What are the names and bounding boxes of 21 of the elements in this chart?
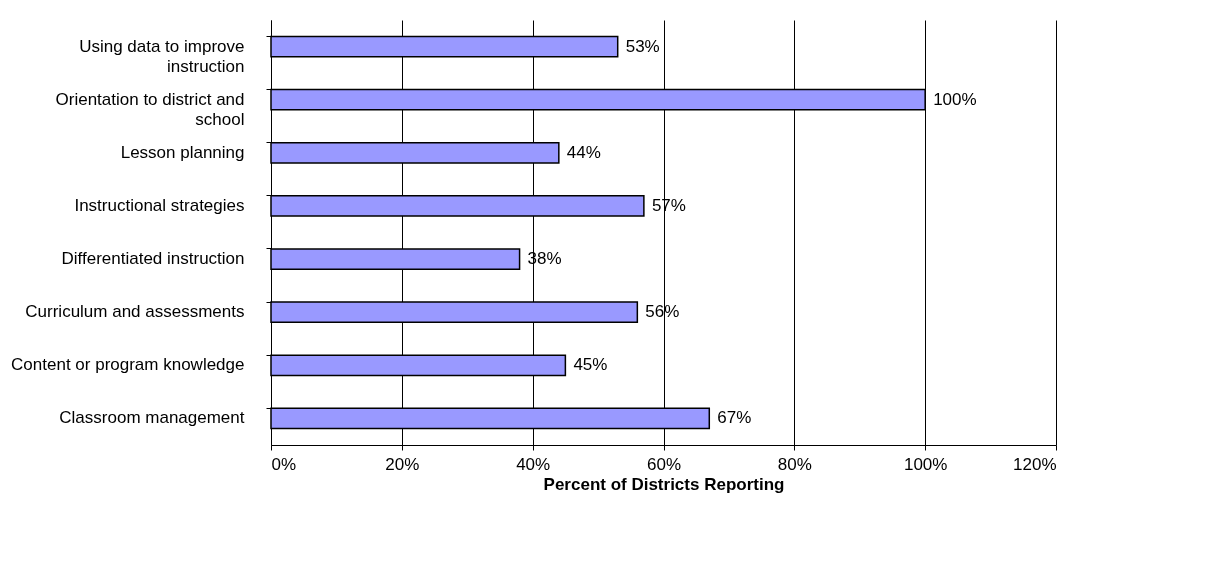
y-tick-label: Orientation to district and school [55,89,245,129]
x-tick-label: 20% [385,454,420,474]
y-tick-label: Classroom management [59,408,245,428]
y-tick-label: Content or program knowledge [11,355,245,375]
data-label: 53% [625,36,660,56]
x-tick-label: 40% [516,454,551,474]
x-tick-label: 80% [777,454,812,474]
data-label: 44% [566,142,601,162]
data-label: 100% [933,89,977,109]
data-label: 45% [573,355,608,375]
y-tick-label: Differentiated instruction [61,249,245,269]
data-label: 67% [717,408,752,428]
y-tick-label: Lesson planning [120,142,245,162]
y-tick-label: Curriculum and assessments [25,302,245,322]
y-tick-label: Instructional strategies [74,195,245,215]
x-axis-title: Percent of Districts Reporting [543,474,785,494]
x-tick-label: 100% [903,454,948,474]
y-tick-label: Using data to improve instruction [79,36,245,76]
x-tick-label: 60% [646,454,682,474]
x-tick-label: 120% [1013,454,1057,474]
x-tick-label: 0% [271,454,297,474]
